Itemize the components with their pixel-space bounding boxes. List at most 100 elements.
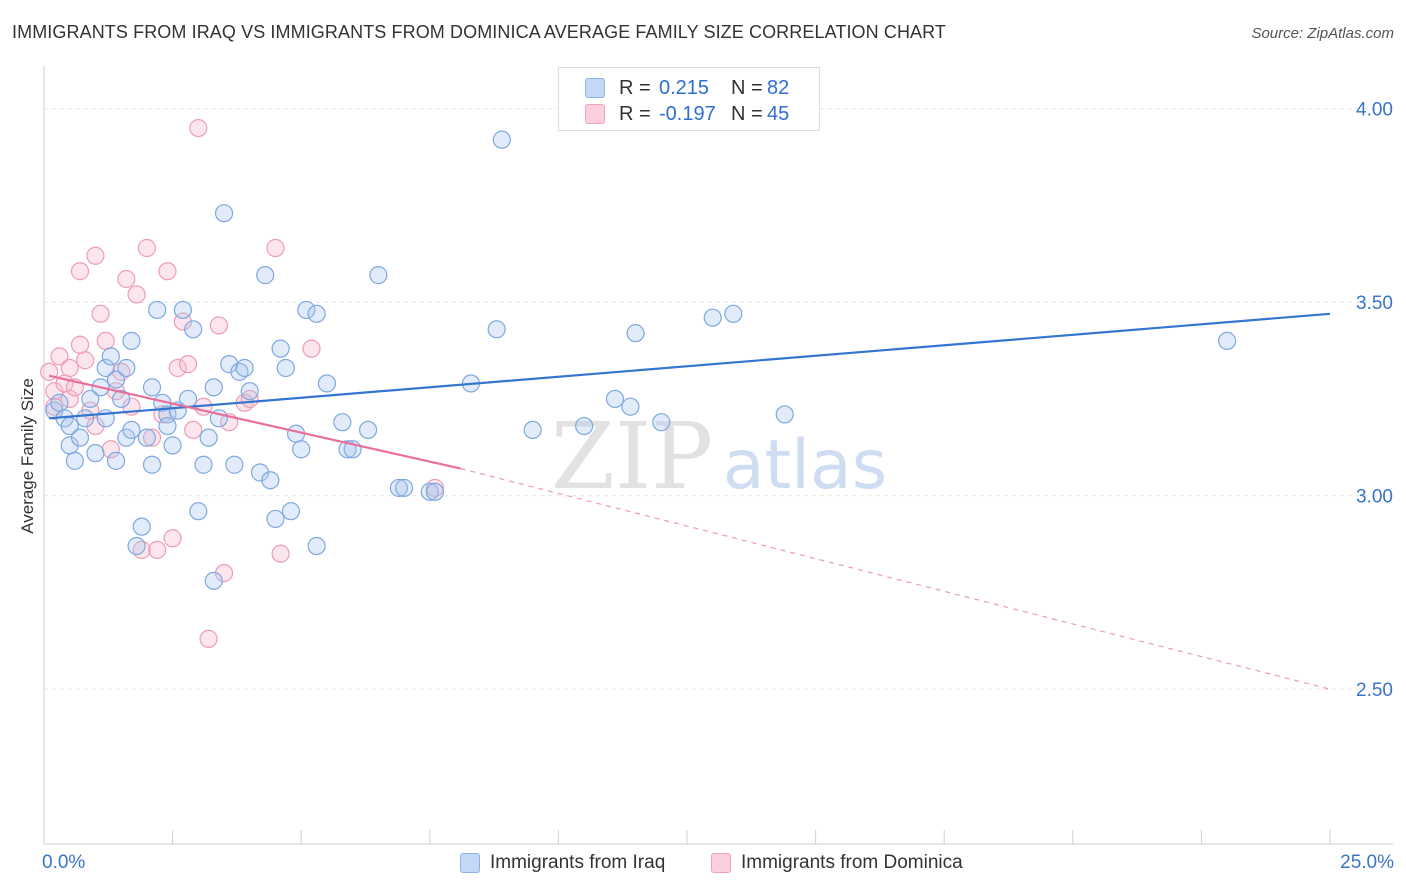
iraq-point (214, 204, 234, 223)
iraq-point (101, 347, 120, 366)
iraq-point (204, 378, 223, 397)
iraq-point (117, 358, 136, 378)
legend-n-label: N = (731, 76, 763, 99)
iraq-point (106, 370, 126, 389)
dominica-point (266, 238, 285, 258)
iraq-point (184, 320, 203, 339)
iraq-point (425, 482, 445, 501)
dominica-point (199, 629, 218, 648)
iraq-point (122, 420, 141, 440)
iraq-point (369, 266, 388, 285)
dominica-point (76, 351, 95, 370)
iraq-point (775, 405, 794, 424)
dominica-point (209, 316, 228, 335)
iraq-point (358, 420, 378, 440)
iraq-point (65, 451, 84, 470)
iraq-point (158, 416, 177, 436)
iraq-point (122, 331, 141, 350)
iraq-point (271, 339, 290, 358)
iraq-point (621, 397, 640, 416)
iraq-point (626, 324, 645, 343)
iraq-point (389, 478, 409, 498)
bottom-legend-label-iraq: Immigrants from Iraq (490, 852, 666, 873)
iraq-point (137, 428, 156, 447)
axes (43, 66, 1393, 845)
legend-n-value-dominica: 45 (767, 102, 790, 125)
dominica-point (189, 118, 208, 138)
bottom-legend-dominica: Immigrants from Dominica (711, 852, 963, 874)
iraq-point (127, 536, 146, 556)
iraq-point (81, 389, 100, 409)
dominica-point (137, 238, 156, 258)
iraq-point (1218, 331, 1237, 350)
iraq-point (76, 409, 95, 428)
watermark-atlas: atlas (723, 426, 887, 505)
legend-r-label: R = (619, 76, 651, 99)
iraq-point (575, 416, 594, 436)
correlation-legend: R = 0.215 N = 82 R = -0.197 N = 45 (558, 67, 820, 131)
x-tick-label-min: 0.0% (42, 852, 86, 873)
iraq-point (199, 428, 218, 447)
x-tick-label-max: 25.0% (1340, 852, 1394, 873)
iraq-point (194, 455, 213, 474)
legend-n-label: N = (731, 102, 763, 125)
dominica-point (302, 339, 321, 358)
bottom-legend-iraq: Immigrants from Iraq (460, 852, 665, 874)
bottom-legend-swatch-dominica (711, 853, 731, 873)
iraq-point (189, 502, 208, 521)
legend-row-iraq: R = 0.215 N = 82 (559, 75, 789, 101)
legend-row-dominica: R = -0.197 N = 45 (559, 101, 789, 127)
iraq-point (605, 389, 625, 409)
iraq-point (256, 266, 275, 285)
iraq-point (240, 382, 259, 401)
legend-swatch-iraq (585, 78, 605, 98)
bottom-legend-label-dominica: Immigrants from Dominica (741, 852, 963, 873)
iraq-point (266, 509, 285, 529)
dominica-point (60, 389, 79, 409)
iraq-point (523, 420, 542, 440)
iraq-point (235, 358, 254, 378)
iraq-point (394, 478, 414, 498)
iraq-point (50, 393, 69, 412)
dominica-point (158, 262, 177, 281)
dominica-point (60, 358, 79, 378)
dominica-point (168, 358, 187, 378)
iraq-point (261, 471, 280, 490)
dominica-point (127, 285, 146, 304)
y-tick-label: 4.00 (1356, 100, 1393, 121)
dominica-point (50, 347, 69, 366)
iraq-point (420, 482, 439, 501)
trend-line-dominica (48, 374, 461, 470)
iraq-point (112, 389, 131, 409)
iraq-point (492, 130, 511, 149)
trend-line-extension-dominica (460, 468, 1331, 690)
iraq-point (225, 455, 244, 474)
iraq-point (148, 300, 167, 320)
iraq-point (163, 436, 182, 455)
legend-r-label: R = (619, 102, 651, 125)
bottom-legend-swatch-iraq (460, 853, 480, 873)
dominica-point (91, 304, 110, 323)
iraq-point (86, 444, 105, 463)
y-tick-label: 2.50 (1356, 680, 1393, 701)
iraq-point (173, 300, 192, 320)
watermark-zip: ZIP (551, 403, 713, 510)
iraq-point (487, 320, 506, 339)
dominica-point (96, 331, 115, 350)
dominica-point (117, 269, 136, 289)
trend-lines (48, 312, 1331, 690)
iraq-point (204, 571, 223, 590)
trend-line-iraq (49, 312, 1331, 420)
legend-n-value-iraq: 82 (767, 76, 790, 99)
iraq-point (142, 378, 162, 397)
watermark: ZIP atlas (551, 403, 887, 510)
iraq-point (281, 502, 301, 521)
legend-r-value-dominica: -0.197 (659, 102, 716, 125)
iraq-point (652, 413, 671, 432)
dominica-point (142, 428, 162, 447)
iraq-point (106, 451, 126, 470)
iraq-point (276, 358, 295, 378)
iraq-point (307, 304, 326, 323)
dominica-point (148, 540, 167, 559)
iraq-point (724, 304, 743, 323)
